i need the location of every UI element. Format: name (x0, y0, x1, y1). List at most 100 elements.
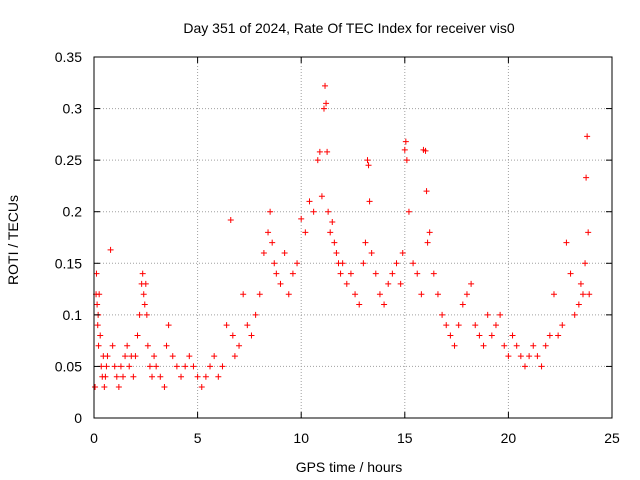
y-tick-label: 0.2 (63, 204, 83, 220)
y-tick-label: 0.25 (55, 152, 82, 168)
y-tick-label: 0.15 (55, 255, 82, 271)
data-point (484, 311, 491, 318)
data-point (231, 353, 238, 360)
data-point (434, 291, 441, 298)
data-point (198, 384, 205, 391)
data-point (521, 363, 528, 370)
data-point (586, 291, 593, 298)
data-point (306, 198, 313, 205)
data-point (120, 373, 127, 380)
data-point (104, 353, 111, 360)
data-point (337, 270, 344, 277)
data-point (333, 249, 340, 256)
data-point (314, 157, 321, 164)
data-point (559, 322, 566, 329)
data-point (492, 322, 499, 329)
data-point (451, 342, 458, 349)
data-point (260, 249, 267, 256)
data-point (339, 260, 346, 267)
x-tick-label: 25 (604, 430, 620, 446)
data-point (546, 332, 553, 339)
y-axis-label: ROTI / TECUs (5, 195, 21, 285)
x-tick-label: 15 (397, 430, 413, 446)
data-point (480, 342, 487, 349)
data-point (109, 342, 116, 349)
y-tick-label: 0.1 (63, 307, 83, 323)
data-point (271, 260, 278, 267)
data-point (95, 342, 102, 349)
data-point (252, 311, 259, 318)
data-point (215, 373, 222, 380)
data-point (207, 363, 214, 370)
data-point (550, 291, 557, 298)
data-point (329, 219, 336, 226)
data-point (585, 229, 592, 236)
data-point (368, 249, 375, 256)
data-point (447, 332, 454, 339)
data-point (178, 373, 185, 380)
x-tick-label: 0 (90, 430, 98, 446)
data-point (509, 332, 516, 339)
data-point (256, 291, 263, 298)
data-point (343, 280, 350, 287)
data-point (136, 311, 143, 318)
data-point (281, 249, 288, 256)
data-point (577, 280, 584, 287)
data-point (555, 332, 562, 339)
data-point (153, 363, 160, 370)
data-point (126, 363, 133, 370)
data-point (399, 249, 406, 256)
data-point (488, 332, 495, 339)
data-point (402, 138, 409, 145)
data-point (190, 363, 197, 370)
data-point (497, 311, 504, 318)
data-point (94, 322, 101, 329)
x-tick-label: 20 (501, 430, 517, 446)
data-point (538, 363, 545, 370)
data-point (366, 198, 373, 205)
data-point (410, 260, 417, 267)
data-point (294, 260, 301, 267)
data-point (322, 82, 329, 89)
data-point (424, 239, 431, 246)
data-point (248, 332, 255, 339)
data-point (476, 332, 483, 339)
data-points (92, 82, 593, 391)
data-point (103, 363, 110, 370)
data-point (381, 301, 388, 308)
data-point (542, 342, 549, 349)
data-point (389, 270, 396, 277)
y-tick-label: 0.05 (55, 358, 82, 374)
data-point (141, 301, 148, 308)
data-point (173, 363, 180, 370)
data-point (139, 270, 146, 277)
data-point (117, 363, 124, 370)
data-point (582, 260, 589, 267)
data-point (365, 162, 372, 169)
data-point (202, 373, 209, 380)
data-point (376, 291, 383, 298)
data-point (219, 363, 226, 370)
x-tick-label: 5 (194, 430, 202, 446)
data-point (567, 270, 574, 277)
data-point (323, 100, 330, 107)
data-point (331, 239, 338, 246)
data-point (324, 148, 331, 155)
chart-title: Day 351 of 2024, Rate Of TEC Index for r… (183, 20, 514, 36)
data-point (102, 373, 109, 380)
data-point (385, 280, 392, 287)
data-point (501, 342, 508, 349)
data-point (144, 342, 151, 349)
data-point (362, 239, 369, 246)
data-point (165, 322, 172, 329)
data-point (310, 208, 317, 215)
data-point (414, 270, 421, 277)
data-point (364, 157, 371, 164)
data-point (455, 322, 462, 329)
data-point (584, 133, 591, 140)
data-point (513, 342, 520, 349)
y-tick-label: 0.3 (63, 101, 83, 117)
data-point (244, 322, 251, 329)
